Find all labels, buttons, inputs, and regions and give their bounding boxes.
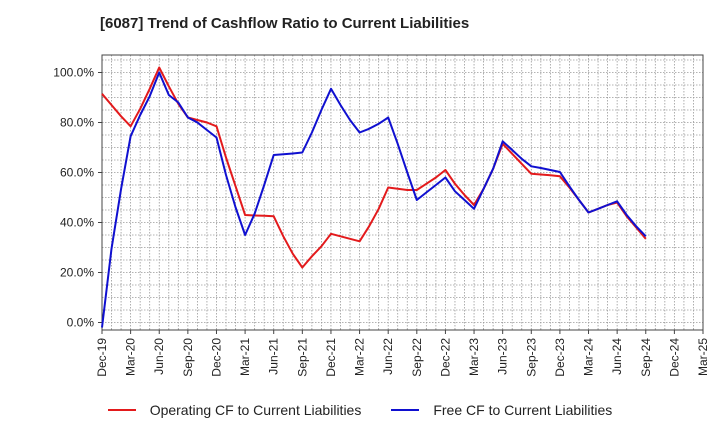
y-tick-label: 100.0%	[53, 66, 94, 80]
x-tick-label: Dec-24	[667, 338, 681, 377]
x-tick-label: Jun-22	[381, 338, 395, 375]
y-axis-ticks: 0.0% 20.0% 40.0% 60.0% 80.0% 100.0%	[53, 66, 102, 330]
x-tick-label: Sep-20	[181, 338, 195, 377]
x-tick-label: Mar-24	[582, 338, 596, 376]
x-tick-label: Mar-25	[696, 338, 710, 376]
x-tick-label: Sep-23	[524, 338, 538, 377]
legend-label-free-cf: Free CF to Current Liabilities	[433, 402, 613, 418]
x-tick-label: Jun-20	[152, 338, 166, 375]
x-tick-label: Dec-23	[553, 338, 567, 377]
x-tick-label: Jun-23	[496, 338, 510, 375]
x-tick-label: Sep-21	[295, 338, 309, 377]
x-tick-label: Dec-22	[438, 338, 452, 377]
x-tick-label: Dec-21	[324, 338, 338, 377]
chart-title: [6087] Trend of Cashflow Ratio to Curren…	[100, 15, 470, 32]
x-tick-label: Jun-21	[267, 338, 281, 375]
legend-swatch-operating-cf	[107, 409, 136, 411]
y-tick-label: 60.0%	[60, 166, 94, 180]
plot-frame	[101, 54, 704, 331]
legend-item-free-cf: Free CF to Current Liabilities	[391, 402, 612, 418]
x-tick-label: Sep-22	[410, 338, 424, 377]
legend-label-operating-cf: Operating CF to Current Liabilities	[149, 402, 362, 418]
y-tick-label: 80.0%	[60, 116, 94, 130]
legend-item-operating-cf: Operating CF to Current Liabilities	[107, 402, 362, 418]
series-line-operating-cf	[101, 66, 647, 269]
x-tick-label: Mar-20	[124, 338, 138, 376]
x-tick-label: Mar-22	[353, 338, 367, 376]
x-tick-label: Mar-23	[467, 338, 481, 376]
y-tick-label: 20.0%	[60, 266, 94, 280]
plot-border	[101, 54, 704, 331]
x-tick-label: Mar-21	[238, 338, 252, 376]
grid-lines	[102, 55, 703, 330]
x-tick-label: Sep-24	[639, 338, 653, 377]
legend: Operating CF to Current Liabilities Free…	[0, 402, 720, 418]
y-tick-label: 40.0%	[60, 216, 94, 230]
x-axis-ticks: Dec-19 Mar-20 Jun-20 Sep-20 Dec-20 Mar-21 Jun-…	[95, 330, 710, 377]
series-line-free-cf	[101, 71, 647, 328]
x-tick-label: Dec-20	[209, 338, 223, 377]
x-tick-label: Jun-24	[610, 338, 624, 375]
legend-swatch-free-cf	[391, 409, 420, 411]
x-tick-label: Dec-19	[95, 338, 109, 377]
y-tick-label: 0.0%	[67, 316, 95, 330]
series-lines	[101, 66, 647, 328]
chart-plot: 0.0% 20.0% 40.0% 60.0% 80.0% 100.0% Dec-19 Mar…	[53, 54, 710, 377]
